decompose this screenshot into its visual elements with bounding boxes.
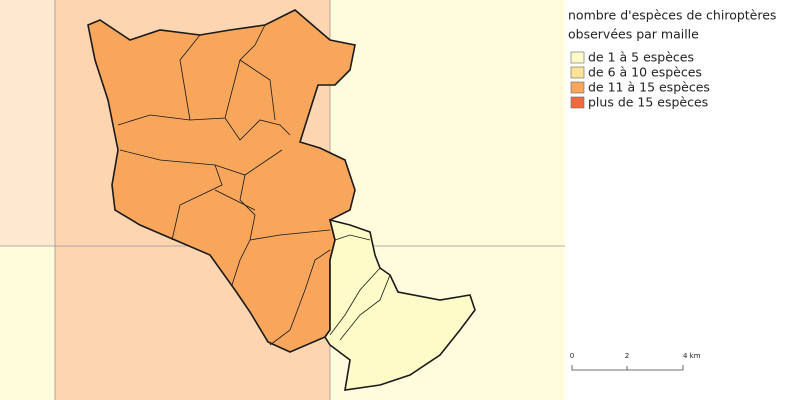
scale-bar: 0 2 4 km <box>570 352 701 371</box>
scale-line <box>571 365 684 371</box>
boundary <box>171 164 223 241</box>
legend-swatch <box>570 96 585 109</box>
boundary <box>339 274 391 341</box>
communes-orange <box>87 9 356 353</box>
boundary <box>239 59 276 121</box>
boundary <box>239 174 331 241</box>
legend-label: plus de 15 espèces <box>588 95 708 110</box>
boundary <box>214 189 256 211</box>
boundary <box>224 117 291 141</box>
communes-yellow <box>324 218 476 391</box>
grid-cell <box>0 246 55 400</box>
boundary <box>231 239 251 286</box>
boundary <box>179 34 201 121</box>
grid-cell <box>0 0 55 246</box>
legend-title: nombre d'espèces de chiroptères <box>568 8 776 23</box>
legend-swatch <box>570 81 585 94</box>
legend-label: de 1 à 5 espèces <box>588 50 694 65</box>
scale-label: 2 <box>625 352 629 360</box>
boundary <box>269 249 331 346</box>
legend-swatch <box>570 51 585 64</box>
boundary <box>334 234 371 241</box>
legend-title: observées par maille <box>568 27 699 42</box>
scale-label: 4 km <box>683 352 701 360</box>
legend-label: de 6 à 10 espèces <box>588 65 702 80</box>
boundary <box>329 267 381 336</box>
commune-boundaries <box>117 24 391 346</box>
legend-swatch <box>570 66 585 79</box>
legend-label: de 11 à 15 espèces <box>588 80 710 95</box>
legend: nombre d'espèces de chiroptères observée… <box>568 8 776 110</box>
scale-label: 0 <box>570 352 574 360</box>
